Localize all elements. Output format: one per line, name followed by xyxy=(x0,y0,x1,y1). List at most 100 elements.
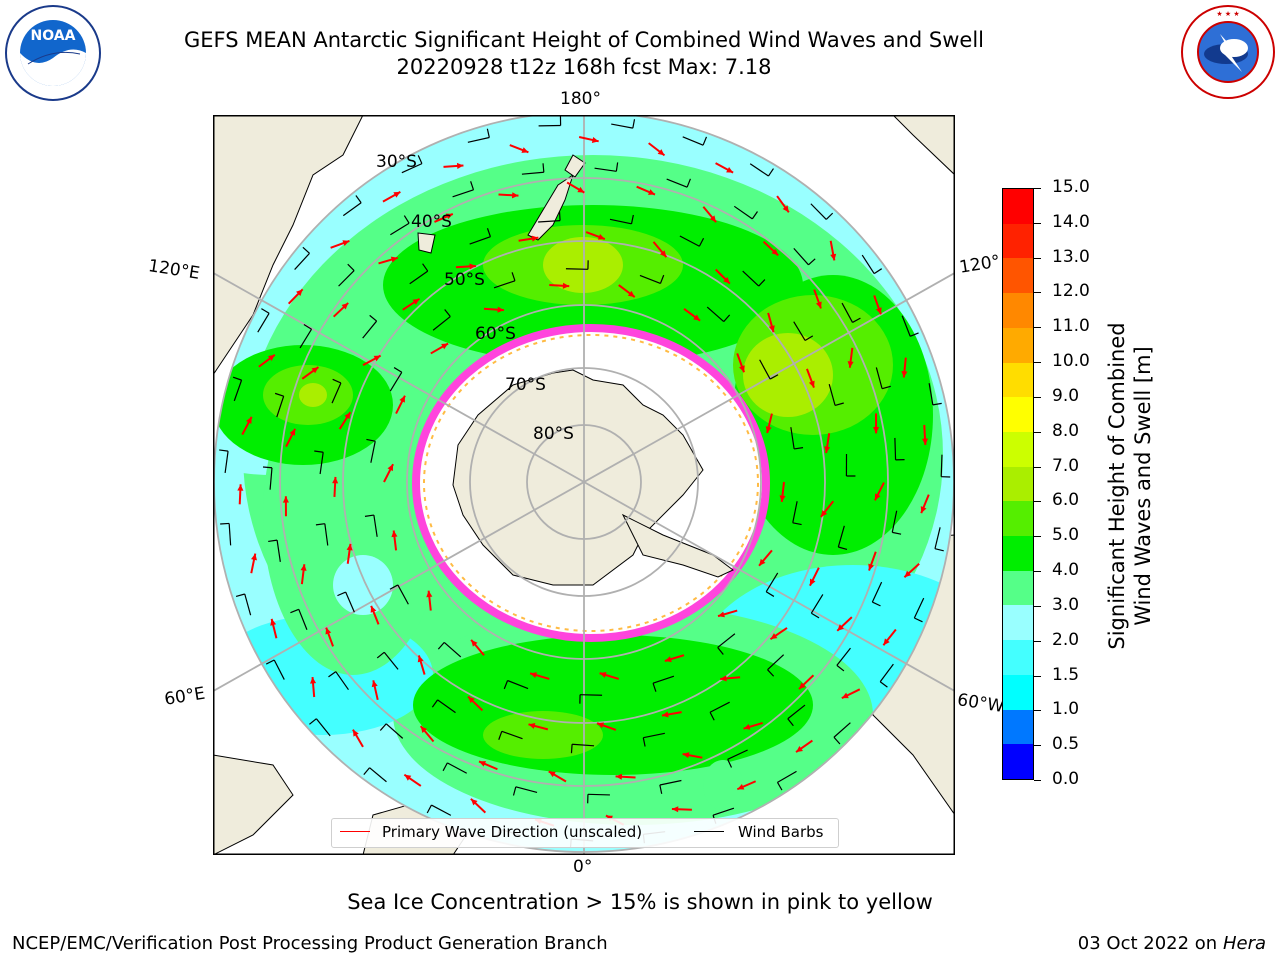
map-legend: Primary Wave Direction (unscaled) Wind B… xyxy=(331,818,839,848)
wind-barb xyxy=(274,392,285,418)
wave-direction-legend-line xyxy=(340,831,370,832)
wave-arrow xyxy=(325,627,334,647)
wave-arrow xyxy=(237,484,244,505)
wave-arrow xyxy=(682,752,703,759)
wind-barb xyxy=(733,205,758,220)
wave-arrow xyxy=(419,725,435,743)
colorbar-tick-label: 10.0 xyxy=(1052,351,1090,372)
lat-label-50s: 50°S xyxy=(444,270,485,290)
wave-arrow xyxy=(578,136,599,143)
wave-arrow xyxy=(715,268,731,285)
australia-land xyxy=(213,115,364,376)
svg-text:★ ★ ★: ★ ★ ★ xyxy=(1216,10,1239,18)
wave-arrow xyxy=(813,289,822,309)
footer-machine: Hera xyxy=(1222,933,1266,954)
wave-arrow xyxy=(391,530,398,551)
wave-arrow xyxy=(903,563,920,579)
wind-barb xyxy=(833,722,851,745)
wind-barb xyxy=(401,155,423,174)
colorbar-tick-label: 5.0 xyxy=(1052,525,1080,546)
wave-arrow xyxy=(443,162,464,169)
colorbar-segment xyxy=(1003,744,1033,779)
wave-arrow xyxy=(470,639,485,656)
wind-barb xyxy=(940,454,951,478)
wind-barb xyxy=(836,647,851,672)
wave-arrow xyxy=(736,353,745,373)
wave-arrow xyxy=(370,605,380,625)
wave-arrow xyxy=(874,482,885,501)
wind-barbs xyxy=(219,116,951,849)
wind-barb xyxy=(666,178,691,188)
wind-barb xyxy=(609,214,634,225)
lon-label-0: 0° xyxy=(573,857,593,877)
wave-arrow xyxy=(300,564,307,585)
wave-arrow xyxy=(430,342,449,355)
wind-barb xyxy=(294,246,310,270)
wind-barb xyxy=(565,260,589,270)
wave-arrow xyxy=(920,494,930,514)
wave-arrow xyxy=(483,306,505,313)
wind-barb xyxy=(521,163,545,175)
new-zealand-land xyxy=(527,173,574,241)
wave-arrow xyxy=(378,256,399,265)
wave-arrow xyxy=(395,395,406,415)
wind-barb xyxy=(498,730,523,740)
colorbar-tick-mark xyxy=(1034,501,1041,503)
wave-arrow xyxy=(518,235,539,242)
wave-arrow xyxy=(402,297,421,311)
wind-barb xyxy=(409,263,429,285)
wave-arrow xyxy=(798,674,815,690)
wave-arrow xyxy=(762,240,779,257)
wind-barb xyxy=(442,762,468,774)
wind-barb xyxy=(871,581,883,607)
wave-arrow xyxy=(836,616,853,632)
wave-arrow xyxy=(528,722,549,731)
wind-barb xyxy=(901,315,919,337)
wind-barb xyxy=(328,671,349,691)
wave-arrow xyxy=(352,729,364,748)
chart-title: GEFS MEAN Antarctic Significant Height o… xyxy=(183,28,985,52)
colorbar-tick-label: 3.0 xyxy=(1052,594,1080,615)
colorbar-tick-mark xyxy=(1034,257,1041,259)
wave-arrow xyxy=(806,368,815,388)
colorbar-tick-mark xyxy=(1034,675,1041,677)
colorbar-segment xyxy=(1003,536,1033,571)
footer-credit: NCEP/EMC/Verification Post Processing Pr… xyxy=(12,933,608,954)
wave-arrow xyxy=(498,192,519,199)
wind-barb xyxy=(363,767,387,783)
wave-arrow xyxy=(548,770,567,783)
chart-subtitle: 20220928 t12z 168h fcst Max: 7.18 xyxy=(396,55,772,79)
wind-barb xyxy=(642,732,665,747)
colorbar-segment xyxy=(1003,709,1033,745)
colorbar-tick-mark xyxy=(1034,327,1041,329)
wave-arrow xyxy=(901,357,908,378)
wave-arrow xyxy=(383,463,394,483)
wind-barb xyxy=(431,699,456,714)
wave-arrow xyxy=(779,481,786,502)
wave-arrow xyxy=(618,284,636,298)
colorbar-tick-mark xyxy=(1034,745,1041,747)
wave-arrow xyxy=(715,162,734,174)
wind-barb xyxy=(469,228,492,245)
wave-arrow xyxy=(455,263,476,270)
wave-arrow xyxy=(434,212,454,223)
wave-arrow xyxy=(362,354,382,366)
colorbar-tick-mark xyxy=(1034,396,1041,398)
colorbar xyxy=(1002,188,1034,780)
wind-barb xyxy=(639,274,665,285)
wave-arrow xyxy=(661,711,682,718)
wind-barb xyxy=(579,694,603,704)
wave-arrow xyxy=(426,590,433,611)
wave-arrow xyxy=(824,433,831,454)
wave-arrow xyxy=(664,654,685,663)
wind-barb xyxy=(679,235,705,247)
wind-barb xyxy=(759,359,779,380)
wave-arrow xyxy=(809,567,820,587)
lat-label-60s: 60°S xyxy=(475,324,516,344)
lat-label-80s: 80°S xyxy=(533,424,574,444)
wind-barb xyxy=(467,128,490,143)
wind-barb xyxy=(749,163,774,177)
wind-barb xyxy=(299,324,313,349)
lon-label-120e: 120°E xyxy=(146,256,202,284)
wave-arrow xyxy=(330,239,350,249)
